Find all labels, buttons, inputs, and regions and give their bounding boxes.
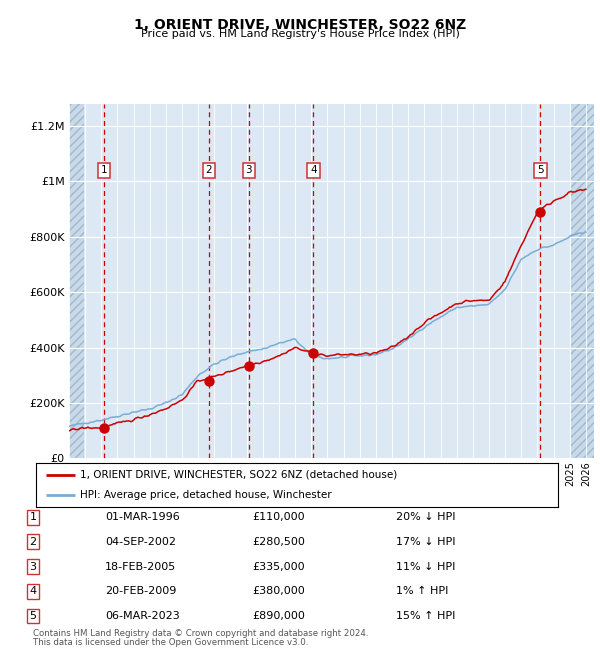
Text: £110,000: £110,000 <box>252 512 305 522</box>
Text: 1, ORIENT DRIVE, WINCHESTER, SO22 6NZ: 1, ORIENT DRIVE, WINCHESTER, SO22 6NZ <box>134 18 466 32</box>
Text: 17% ↓ HPI: 17% ↓ HPI <box>396 537 455 547</box>
Text: 4: 4 <box>310 165 317 176</box>
Bar <box>69 104 84 458</box>
Text: 20% ↓ HPI: 20% ↓ HPI <box>396 512 455 522</box>
Text: 1: 1 <box>101 165 107 176</box>
Bar <box>571 104 594 458</box>
Text: 2: 2 <box>29 537 37 547</box>
Text: 01-MAR-1996: 01-MAR-1996 <box>105 512 180 522</box>
Text: 5: 5 <box>537 165 544 176</box>
Text: 3: 3 <box>29 562 37 571</box>
Bar <box>69 104 84 458</box>
Text: 18-FEB-2005: 18-FEB-2005 <box>105 562 176 571</box>
Text: £280,500: £280,500 <box>252 537 305 547</box>
Text: Contains HM Land Registry data © Crown copyright and database right 2024.: Contains HM Land Registry data © Crown c… <box>33 629 368 638</box>
Text: HPI: Average price, detached house, Winchester: HPI: Average price, detached house, Winc… <box>80 490 332 500</box>
Text: 2: 2 <box>206 165 212 176</box>
Bar <box>571 104 594 458</box>
Text: £335,000: £335,000 <box>252 562 305 571</box>
Text: 15% ↑ HPI: 15% ↑ HPI <box>396 611 455 621</box>
Text: £380,000: £380,000 <box>252 586 305 596</box>
Text: 1: 1 <box>29 512 37 522</box>
Text: This data is licensed under the Open Government Licence v3.0.: This data is licensed under the Open Gov… <box>33 638 308 647</box>
Text: 5: 5 <box>29 611 37 621</box>
Text: 11% ↓ HPI: 11% ↓ HPI <box>396 562 455 571</box>
Text: 04-SEP-2002: 04-SEP-2002 <box>105 537 176 547</box>
Text: 3: 3 <box>245 165 252 176</box>
Text: 1% ↑ HPI: 1% ↑ HPI <box>396 586 448 596</box>
Text: Price paid vs. HM Land Registry's House Price Index (HPI): Price paid vs. HM Land Registry's House … <box>140 29 460 38</box>
Text: 20-FEB-2009: 20-FEB-2009 <box>105 586 176 596</box>
Text: 06-MAR-2023: 06-MAR-2023 <box>105 611 180 621</box>
Text: £890,000: £890,000 <box>252 611 305 621</box>
Text: 1, ORIENT DRIVE, WINCHESTER, SO22 6NZ (detached house): 1, ORIENT DRIVE, WINCHESTER, SO22 6NZ (d… <box>80 470 398 480</box>
Text: 4: 4 <box>29 586 37 596</box>
